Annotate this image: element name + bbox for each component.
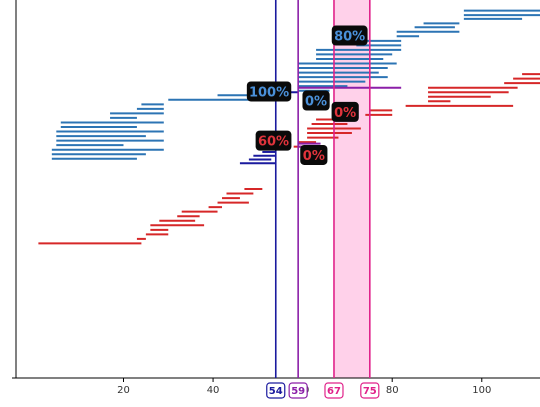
callout-label-3: 0% <box>334 106 356 121</box>
marker-label-59: 59 <box>291 386 305 397</box>
callout-box-3 <box>331 101 359 122</box>
x-tick-label-80: 80 <box>386 385 399 396</box>
marker-label-67: 67 <box>327 386 341 397</box>
callout-layer: 80% 100% 0% 0% 60% 0% <box>246 25 368 165</box>
x-tick-label-40: 40 <box>207 385 220 396</box>
callout-box-4 <box>255 130 292 151</box>
shaded-band-layer <box>333 0 370 378</box>
callout-box-0 <box>331 25 368 46</box>
marker-label-54: 54 <box>269 386 283 397</box>
axis-layer: 2040801000 <box>12 0 540 396</box>
marker-badge-54 <box>266 382 286 399</box>
callout-label-1: 100% <box>249 85 289 100</box>
callout-box-2 <box>302 90 330 111</box>
marker-layer: 54 59 67 75 <box>266 0 380 399</box>
callout-label-4: 60% <box>258 135 289 150</box>
callout-box-5 <box>300 144 328 165</box>
shaded-band <box>333 0 370 378</box>
callout-label-2: 0% <box>305 95 327 110</box>
marker-badge-67 <box>324 382 344 399</box>
marker-badge-75 <box>360 382 380 399</box>
x-tick-label-20: 20 <box>117 385 130 396</box>
bar-layer <box>38 9 540 245</box>
callout-label-5: 0% <box>303 149 325 164</box>
marker-label-75: 75 <box>363 386 377 397</box>
callout-label-0: 80% <box>334 30 365 45</box>
callout-box-1 <box>246 81 292 102</box>
x-tick-label-100: 100 <box>472 385 491 396</box>
marker-badge-59 <box>288 382 308 399</box>
